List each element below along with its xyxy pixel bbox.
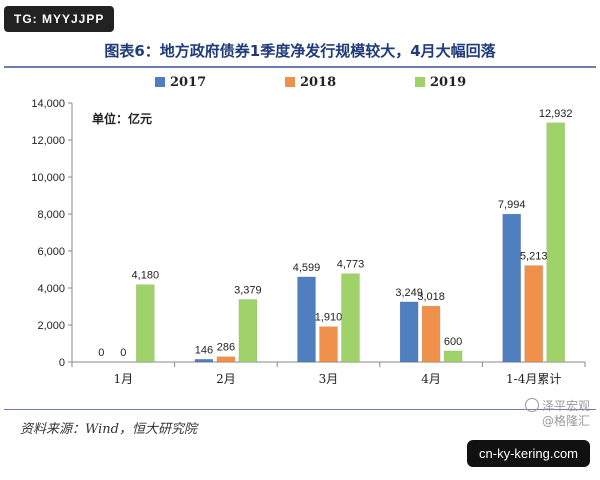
data-label-2019: 4,773 [337,259,365,271]
unit-label: 单位：亿元 [92,111,152,126]
bar-2019 [136,284,155,363]
legend-label-2019: 2019 [430,75,466,90]
legend-swatch-2018 [285,77,295,87]
url-badge[interactable]: cn-ky-kering.com [467,440,590,467]
y-tick-label: 4,000 [37,283,65,295]
bar-chart: 2017 2018 2019 单位：亿元 0 2,000 4,000 6,000 8,000 10… [31,75,586,386]
data-label-2019: 4,180 [132,270,160,282]
x-category-label: 1-4月累计 [506,372,561,386]
data-label-2018: 3,018 [417,291,445,303]
data-label-2017: 3,249 [395,287,423,299]
legend-label-2018: 2018 [300,75,336,90]
source-note: 资料来源：Wind，恒大研究院 [20,422,197,437]
bar-2018 [319,326,338,363]
bar-2017 [297,276,316,363]
bar-2017 [399,301,419,363]
data-label-2018: 5,213 [520,251,548,263]
watermark-handle: @格隆汇 [541,414,590,428]
data-label-2017: 7,994 [498,199,526,211]
legend-swatch-2019 [415,77,425,87]
data-label-2017: 0 [98,347,104,359]
y-tick-label: 14,000 [31,98,65,110]
wechat-icon [524,398,539,412]
y-tick-label: 10,000 [31,172,65,184]
watermark: 泽平宏观 @格隆汇 [524,398,590,429]
y-tick-label: 12,000 [31,135,65,147]
bar-2018 [524,265,543,363]
legend-label-2017: 2017 [170,75,206,90]
x-category-label: 2月 [216,372,236,386]
y-tick-label: 6,000 [37,246,65,258]
bar-2019 [238,299,258,363]
x-category-label: 4月 [421,372,441,386]
data-label-2017: 4,599 [293,262,321,274]
watermark-brand: 泽平宏观 [541,399,590,413]
bar-2019 [443,350,463,363]
bar-2017 [502,213,521,363]
legend-swatch-2017 [155,77,165,87]
bar-2019 [341,273,360,363]
y-tick-label: 8,000 [37,209,65,221]
chart-title: 图表6：地方政府债券1季度净发行规模较大，4月大幅回落 [104,42,496,60]
y-tick-label: 2,000 [37,320,65,332]
footer-rule [4,409,596,410]
data-label-2019: 12,932 [539,108,573,120]
data-label-2019: 600 [444,336,462,348]
bar-2017 [194,359,214,363]
bar-2018 [421,305,441,363]
data-label-2018: 1,910 [315,312,343,324]
x-category-label: 1月 [113,372,133,386]
data-label-2018: 0 [120,347,126,359]
data-label-2019: 3,379 [234,284,262,296]
y-tick-label: 0 [59,357,65,369]
x-category-label: 3月 [319,372,339,386]
data-label-2018: 286 [217,342,235,354]
title-rule [4,66,596,68]
data-label-2017: 146 [195,344,213,356]
bar-2018 [216,356,236,363]
channel-badge: TG: MYYJJPP [4,6,115,32]
bar-2019 [546,122,565,363]
